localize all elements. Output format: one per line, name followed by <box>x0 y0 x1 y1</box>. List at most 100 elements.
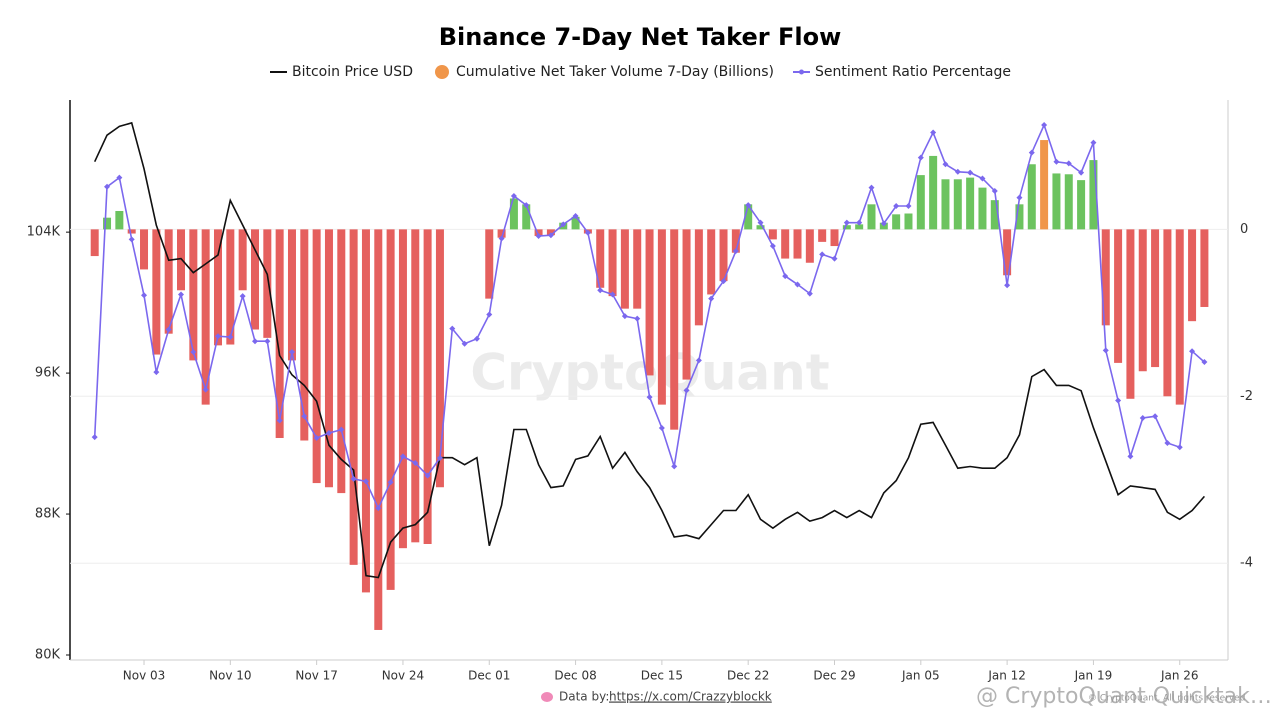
bar <box>1015 204 1024 230</box>
source-link[interactable]: https://x.com/Crazzyblockk <box>609 690 772 704</box>
line-marker <box>399 453 406 460</box>
line-marker <box>991 187 998 194</box>
line-marker <box>251 338 258 345</box>
x-tick-label: Jan 12 <box>987 669 1026 683</box>
line-marker <box>313 435 320 442</box>
x-tick-label: Dec 22 <box>727 669 769 683</box>
line-marker <box>338 426 345 433</box>
legend-label: Cumulative Net Taker Volume 7-Day (Billi… <box>456 64 774 80</box>
bar <box>361 229 370 593</box>
line-marker <box>498 235 505 242</box>
bar <box>1138 229 1147 372</box>
bar <box>238 229 247 291</box>
bar <box>1003 229 1012 276</box>
line-marker <box>461 340 468 347</box>
line-marker <box>831 255 838 262</box>
line-marker <box>769 243 776 250</box>
line-marker <box>597 287 604 294</box>
x-tick-label: Dec 01 <box>468 669 510 683</box>
chart-title: Binance 7-Day Net Taker Flow <box>439 23 842 51</box>
bar <box>398 229 407 549</box>
bar <box>1151 229 1160 368</box>
bar <box>250 229 259 330</box>
line-marker <box>732 248 739 255</box>
bar <box>633 229 642 309</box>
line-marker <box>1016 194 1023 201</box>
bar <box>287 229 296 361</box>
line-marker <box>128 236 135 243</box>
bar <box>1200 229 1209 307</box>
x-tick-label: Jan 05 <box>901 669 940 683</box>
bar <box>830 229 839 247</box>
bar <box>522 204 531 230</box>
bar <box>164 229 173 334</box>
line-marker <box>893 202 900 209</box>
bar <box>744 204 753 230</box>
bar <box>152 229 161 355</box>
y2-tick-label: -4 <box>1240 556 1253 571</box>
y-tick-label: 80K <box>35 648 61 663</box>
line-marker <box>621 313 628 320</box>
bar <box>435 229 444 488</box>
line-marker <box>239 293 246 300</box>
line-marker <box>1065 160 1072 167</box>
x-tick-label: Nov 24 <box>382 669 425 683</box>
line-marker <box>165 326 172 333</box>
line-marker <box>424 472 431 479</box>
line-marker <box>1201 359 1208 366</box>
x-tick-label: Nov 03 <box>123 669 166 683</box>
line-marker <box>215 333 221 340</box>
line-marker <box>954 168 961 175</box>
bar <box>731 229 740 253</box>
line-marker <box>535 233 542 240</box>
line-marker <box>1004 282 1011 289</box>
bar <box>201 229 210 405</box>
bar <box>966 177 975 230</box>
line-marker <box>609 291 616 298</box>
bar <box>707 229 716 295</box>
bar <box>337 229 346 494</box>
line-marker <box>979 175 986 182</box>
bar <box>645 229 654 376</box>
bar <box>694 229 703 326</box>
bar <box>300 229 309 441</box>
line-marker <box>720 278 727 285</box>
bar <box>411 229 420 543</box>
bar <box>867 204 876 230</box>
x-tick-label: Nov 10 <box>209 669 252 683</box>
line-marker <box>91 434 98 441</box>
line-marker <box>794 281 801 288</box>
bar <box>781 229 790 259</box>
line-marker <box>757 219 764 226</box>
bar <box>423 229 432 544</box>
bar <box>793 229 802 259</box>
bar <box>497 229 506 238</box>
line-marker <box>634 315 641 322</box>
bar <box>657 229 666 405</box>
line-marker <box>375 505 382 512</box>
line-marker <box>1090 139 1097 146</box>
line-marker <box>412 460 419 467</box>
line-marker <box>917 154 924 161</box>
line-marker <box>264 338 271 345</box>
x-tick-label: Jan 19 <box>1074 669 1113 683</box>
bar <box>509 198 518 230</box>
line-marker <box>104 183 111 190</box>
y-tick-label: 88K <box>35 507 61 522</box>
line-marker <box>930 129 937 136</box>
line-marker <box>843 219 850 226</box>
legend: Bitcoin Price USD Cumulative Net Taker Vo… <box>270 64 1011 80</box>
bar <box>818 229 827 242</box>
line-marker <box>868 184 875 191</box>
bar <box>670 229 679 430</box>
line-marker <box>227 334 234 341</box>
bar <box>1027 164 1036 230</box>
bar <box>374 229 383 630</box>
line-marker <box>819 251 826 258</box>
legend-marker <box>799 69 804 75</box>
line-marker <box>658 424 665 431</box>
y2-tick-label: 0 <box>1240 222 1248 237</box>
line-marker <box>560 221 567 228</box>
legend-label: Sentiment Ratio Percentage <box>815 64 1011 80</box>
copyright: © CryptoQuant. All rights reserved <box>1088 694 1245 704</box>
